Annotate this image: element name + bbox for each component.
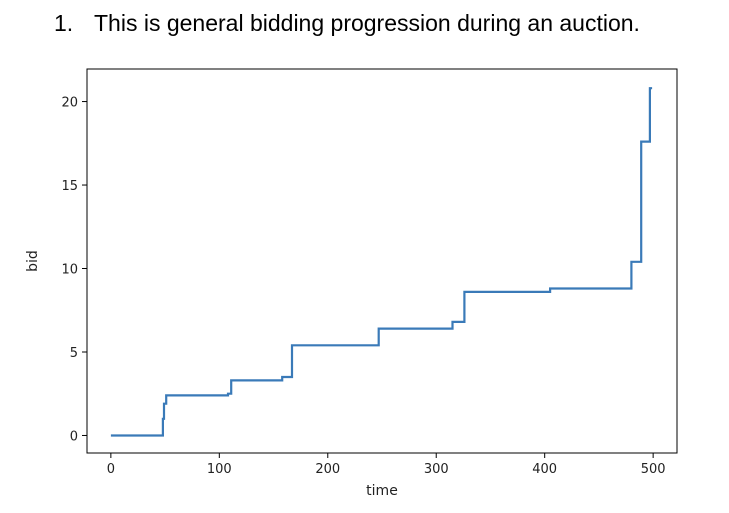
x-tick-label-100: 100 xyxy=(207,462,232,477)
y-tick-label-20: 20 xyxy=(61,96,78,111)
x-tick-label-400: 400 xyxy=(532,462,557,477)
y-tick-label-0: 0 xyxy=(70,429,78,444)
y-tick-label-10: 10 xyxy=(61,263,78,278)
caption-text: This is general bidding progression duri… xyxy=(94,10,640,36)
series-line-0 xyxy=(110,87,653,437)
x-tick-label-500: 500 xyxy=(641,462,666,477)
y-tick-label-5: 5 xyxy=(70,346,78,361)
x-tick-label-300: 300 xyxy=(424,462,449,477)
caption: 1. This is general bidding progression du… xyxy=(54,10,724,37)
caption-number: 1. xyxy=(54,10,74,36)
y-tick-label-15: 15 xyxy=(61,179,78,194)
x-tick-label-0: 0 xyxy=(107,462,115,477)
x-axis-label: time xyxy=(366,483,398,499)
y-axis-label: bid xyxy=(25,250,41,272)
plot-frame xyxy=(86,68,678,454)
x-tick-label-200: 200 xyxy=(315,462,340,477)
